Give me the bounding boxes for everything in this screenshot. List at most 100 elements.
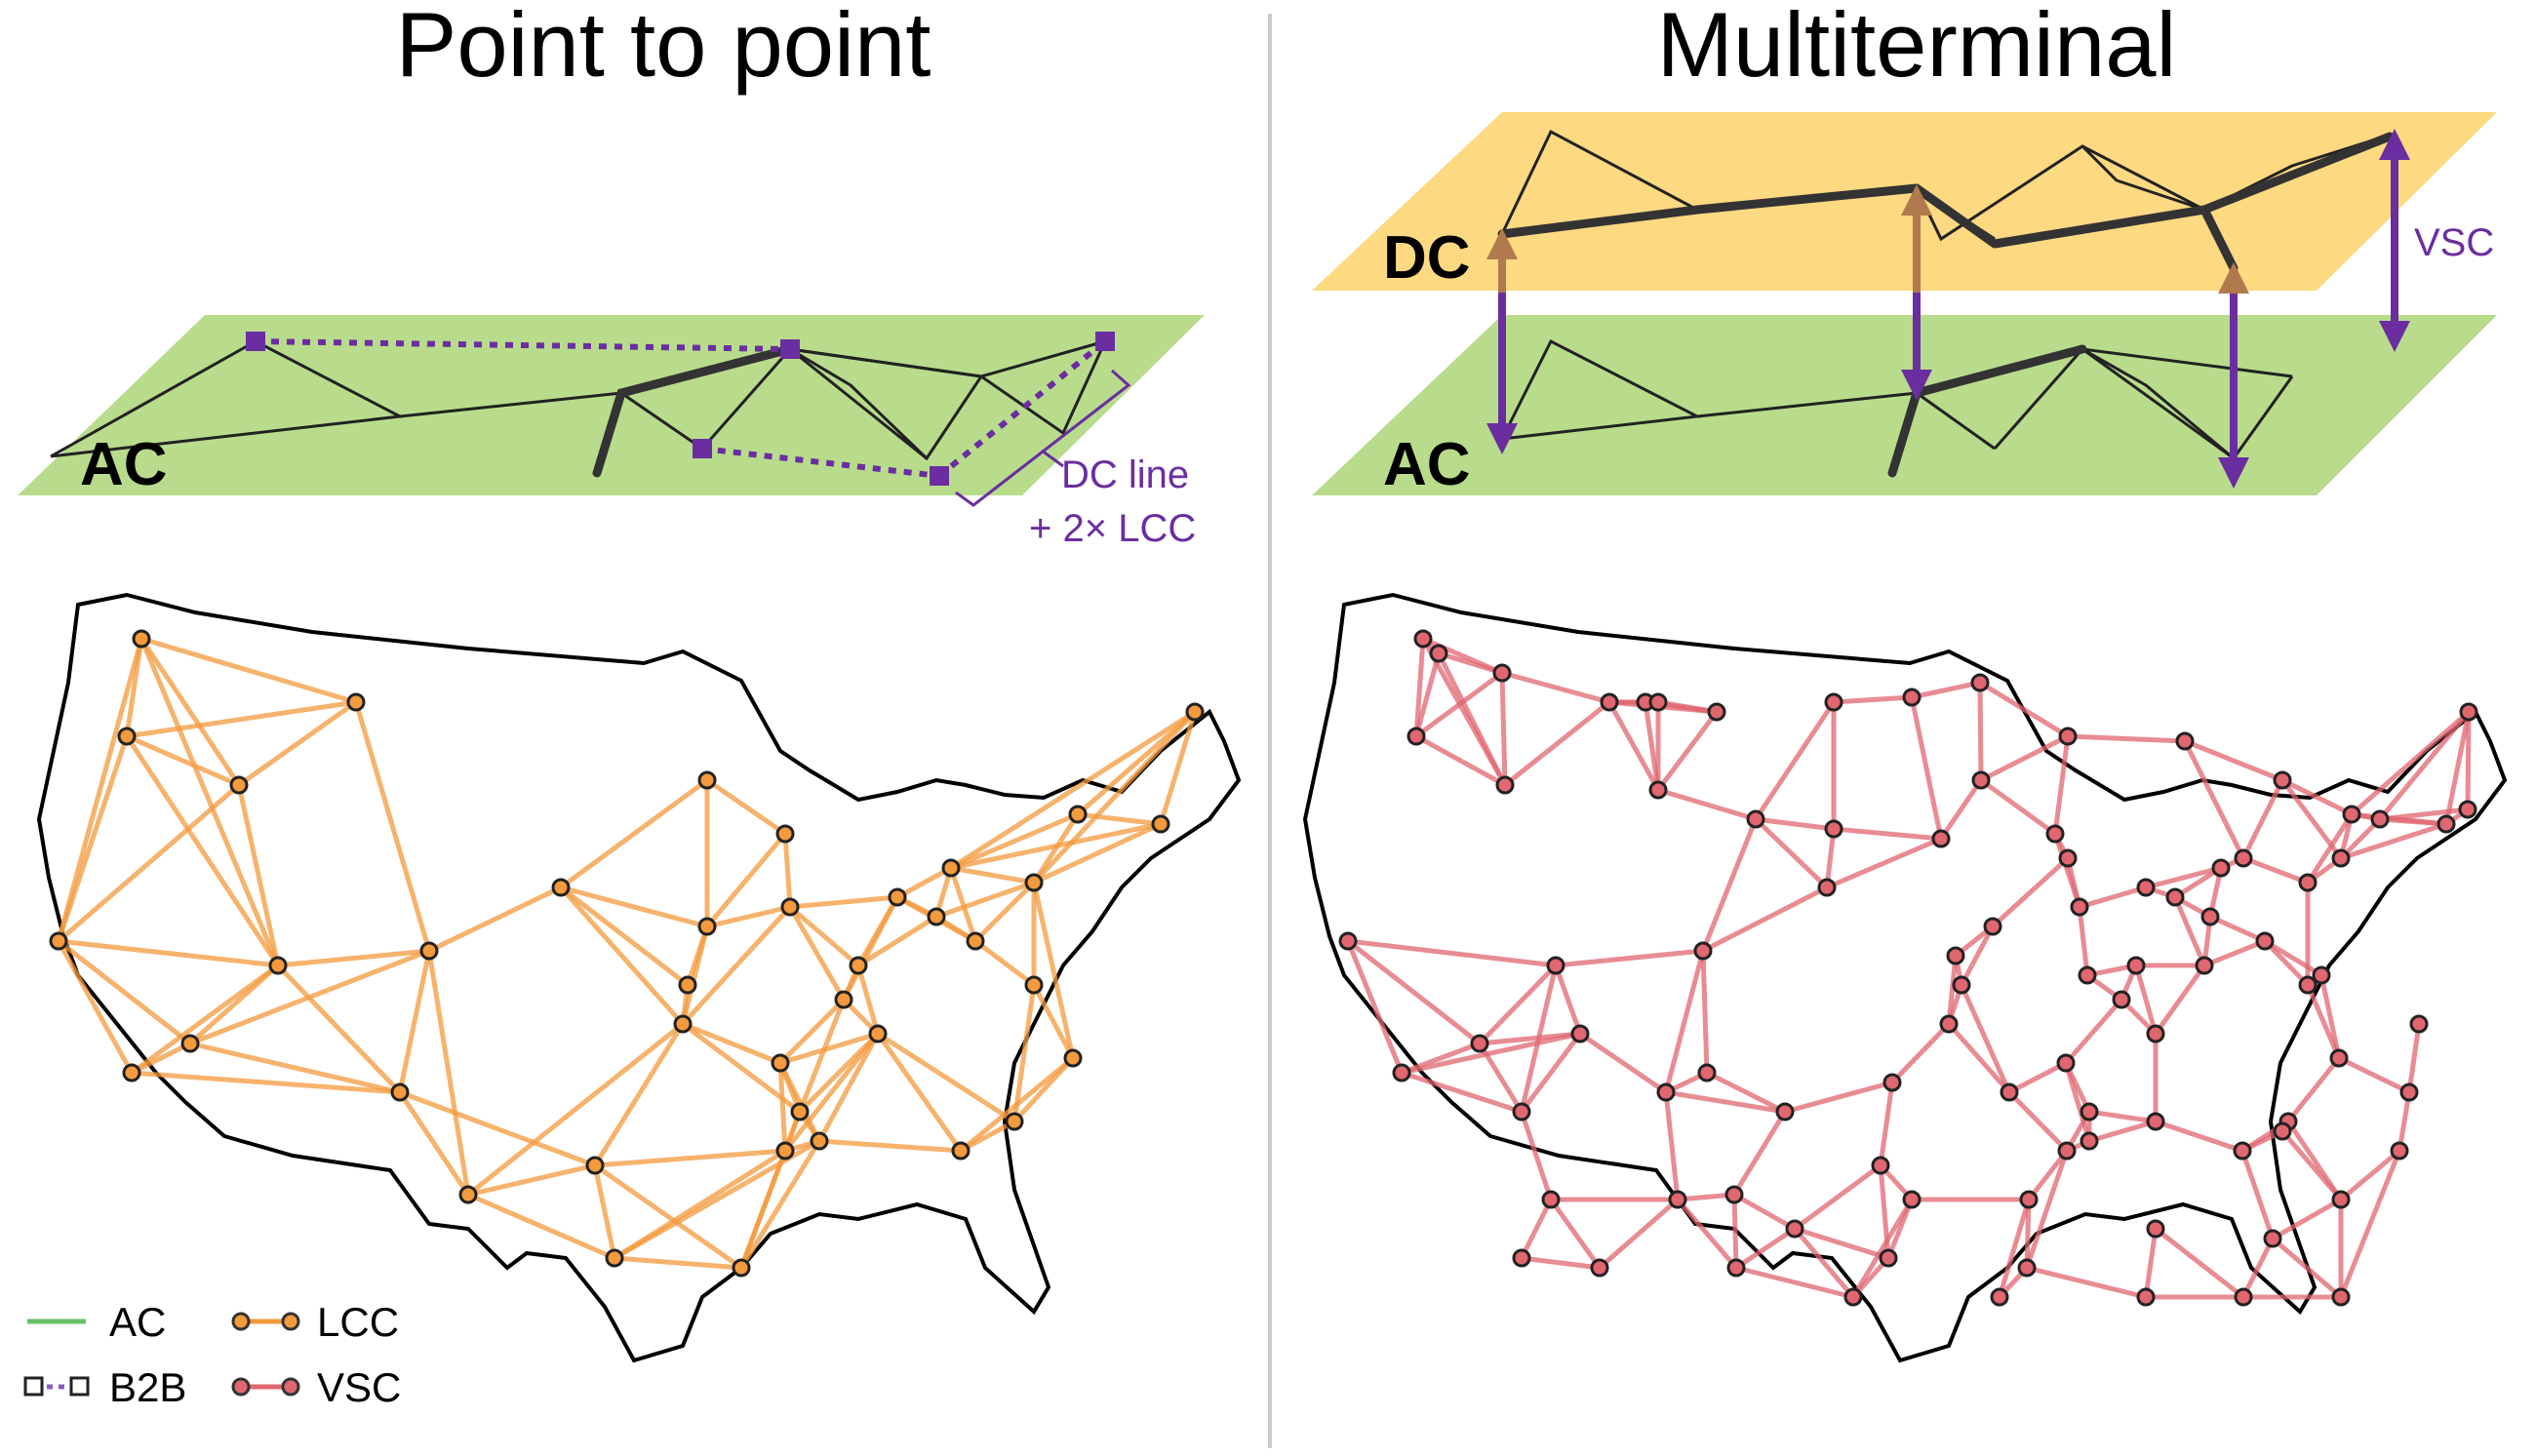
vsc-node [1668, 1190, 1687, 1209]
lcc-line [57, 939, 192, 1045]
lcc-line [467, 1192, 615, 1261]
lcc-line [705, 832, 787, 928]
vsc-line [1499, 672, 1508, 786]
vsc-node [2058, 727, 2078, 746]
vsc-node [1726, 1258, 1746, 1278]
lcc-node [697, 770, 717, 790]
vsc-line [2337, 1055, 2411, 1095]
lcc-line [959, 1056, 1075, 1153]
vsc-line [2088, 1109, 2157, 1124]
vsc-node [2195, 956, 2214, 975]
vsc-line [2397, 1091, 2412, 1152]
vsc-line [2443, 711, 2472, 825]
vsc-node [2165, 887, 2185, 907]
lcc-line [1031, 983, 1076, 1060]
lcc-line [276, 964, 402, 1094]
vsc-node [1724, 1185, 1744, 1204]
vsc-line [1784, 1080, 1893, 1115]
vsc-node [2078, 965, 2097, 985]
lcc-line [778, 998, 846, 1065]
lcc-line [1032, 821, 1163, 885]
lcc-node [49, 931, 68, 951]
vsc-line [2024, 1150, 2070, 1269]
lcc-node [927, 907, 946, 926]
vsc-line [1347, 938, 1557, 968]
lcc-line [782, 833, 793, 908]
vsc-line [2133, 964, 2159, 1035]
lcc-line [559, 777, 709, 890]
lcc-line [789, 894, 898, 910]
vsc-line [1794, 1226, 1889, 1261]
lcc-line [875, 1032, 964, 1153]
vsc-node [2058, 848, 2078, 868]
lcc-node [849, 956, 868, 975]
vsc-line [1436, 651, 1508, 787]
vsc-line [1663, 950, 1706, 1093]
lcc-line [126, 699, 357, 739]
lcc-line [1158, 711, 1198, 825]
vsc-line [1979, 733, 2070, 783]
vsc-line [1657, 787, 1757, 822]
vsc-line [1700, 950, 1710, 1074]
lcc-line [559, 885, 685, 1026]
lcc-line [130, 1041, 192, 1076]
vsc-node [1970, 673, 1990, 692]
vsc-line [2379, 807, 2469, 822]
lcc-line [189, 1041, 401, 1095]
lcc-line [559, 885, 690, 987]
lcc-line [613, 1138, 821, 1261]
vsc-line [1833, 826, 1942, 842]
vsc-line [1676, 1198, 1738, 1270]
right-ac-plane-label: AC [1383, 431, 1471, 498]
vsc-node [1541, 1190, 1561, 1209]
lcc-node [551, 878, 571, 897]
lcc-line [58, 938, 279, 968]
lcc-line [856, 914, 938, 968]
left-ac-plane-label: AC [80, 431, 168, 498]
legend-item-lcc: LCC [231, 1299, 399, 1345]
lcc-line [139, 637, 242, 787]
vsc-node [2126, 956, 2146, 975]
vsc-node [1648, 692, 1668, 712]
lcc-node [834, 990, 853, 1009]
vsc-line [2240, 1237, 2276, 1299]
lcc-line [797, 999, 847, 1113]
lcc-node [810, 1131, 829, 1151]
vsc-node [1775, 1102, 1795, 1122]
lcc-line [1031, 812, 1081, 885]
vsc-node [1512, 1248, 1531, 1268]
vsc-node [2298, 873, 2318, 892]
lcc-annotation: + 2× LCC [1029, 507, 1196, 550]
vsc-line [2350, 710, 2471, 816]
vsc-network [1338, 629, 2478, 1307]
vsc-line [1731, 1110, 1788, 1197]
lcc-node [678, 975, 697, 995]
lcc-node [775, 824, 795, 844]
lcc-node [966, 931, 985, 951]
lcc-line [140, 636, 357, 705]
svg-text:LCC: LCC [317, 1299, 399, 1345]
lcc-node [771, 1053, 790, 1073]
lcc-line [681, 905, 792, 1026]
lcc-node [868, 1024, 888, 1043]
dc-plane-label: DC [1383, 224, 1471, 292]
lcc-node [1063, 1048, 1083, 1068]
vsc-line [1793, 1162, 1882, 1232]
vsc-node [2136, 878, 2156, 897]
lcc-line [798, 1032, 880, 1114]
vsc-node [1952, 975, 1971, 995]
vsc-line [2271, 1197, 2343, 1241]
vsc-node [2056, 1053, 2076, 1073]
vsc-line [1657, 699, 1718, 715]
lcc-line [397, 1090, 471, 1197]
vsc-line [2182, 739, 2246, 860]
vsc-node [2234, 1287, 2253, 1307]
lcc-line [777, 1062, 788, 1152]
vsc-node [2233, 1141, 2252, 1161]
lcc-line [56, 638, 144, 942]
vsc-node [1495, 775, 1515, 795]
lcc-line [1076, 710, 1197, 816]
lcc-line [124, 734, 281, 967]
vsc-node [2263, 1229, 2282, 1248]
vsc-node [2331, 1190, 2351, 1209]
